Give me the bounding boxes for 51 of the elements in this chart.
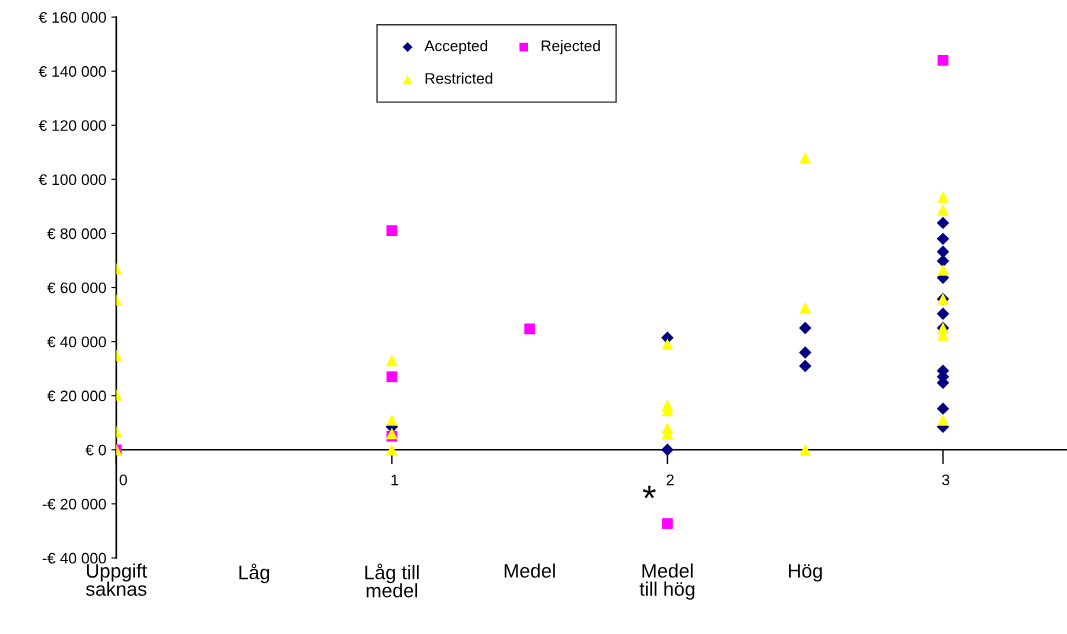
y-tick-label: € 60 000 — [47, 282, 106, 294]
text: Uppgift saknas — [86, 563, 147, 596]
y-tick-label: -€ 20 000 — [42, 498, 106, 510]
legend-label: Restricted — [425, 72, 493, 84]
point — [386, 443, 398, 456]
text: Hög — [788, 564, 822, 582]
x-tick-label: 3 — [942, 474, 950, 486]
x-tick-label: 2 — [666, 474, 674, 486]
point — [386, 371, 398, 383]
y-tick-label: € 120 000 — [38, 120, 106, 131]
point — [936, 307, 950, 320]
point — [386, 225, 398, 237]
point — [799, 346, 812, 359]
point — [662, 518, 673, 529]
text: Medel till hög — [639, 563, 695, 600]
y-tick-label: € 80 000 — [47, 228, 106, 240]
point — [936, 402, 950, 415]
legend-label: Accepted — [424, 40, 488, 55]
point — [936, 254, 950, 268]
point — [661, 338, 674, 351]
y-tick-label: € 20 000 — [47, 390, 106, 402]
text: Medel — [504, 563, 555, 578]
x-tick-label: 1 — [391, 474, 399, 486]
point — [799, 301, 812, 314]
point — [524, 323, 536, 335]
point — [937, 264, 949, 276]
legend-label: Rejected — [541, 40, 600, 55]
y-tick-label: € 140 000 — [38, 66, 106, 77]
point — [799, 321, 812, 335]
point — [937, 414, 949, 426]
point — [937, 204, 949, 216]
point — [799, 359, 812, 373]
point — [936, 216, 950, 230]
point — [386, 354, 398, 367]
annotation: * — [642, 485, 656, 499]
y-tick-label: € 160 000 — [38, 11, 106, 23]
point — [936, 232, 950, 246]
point — [936, 245, 950, 259]
point — [386, 414, 398, 426]
text: Låg till medel — [365, 563, 419, 598]
point — [661, 443, 674, 456]
point — [937, 191, 949, 203]
point — [799, 151, 812, 164]
point — [937, 55, 949, 66]
y-tick-label: € 100 000 — [38, 174, 106, 186]
point — [799, 443, 812, 456]
x-tick-label: 0 — [119, 474, 127, 486]
text: Låg — [239, 563, 270, 584]
y-tick-label: -€ 40 000 — [42, 552, 106, 564]
y-tick-label: € 40 000 — [47, 336, 106, 348]
y-tick-label: € 0 — [85, 444, 106, 456]
